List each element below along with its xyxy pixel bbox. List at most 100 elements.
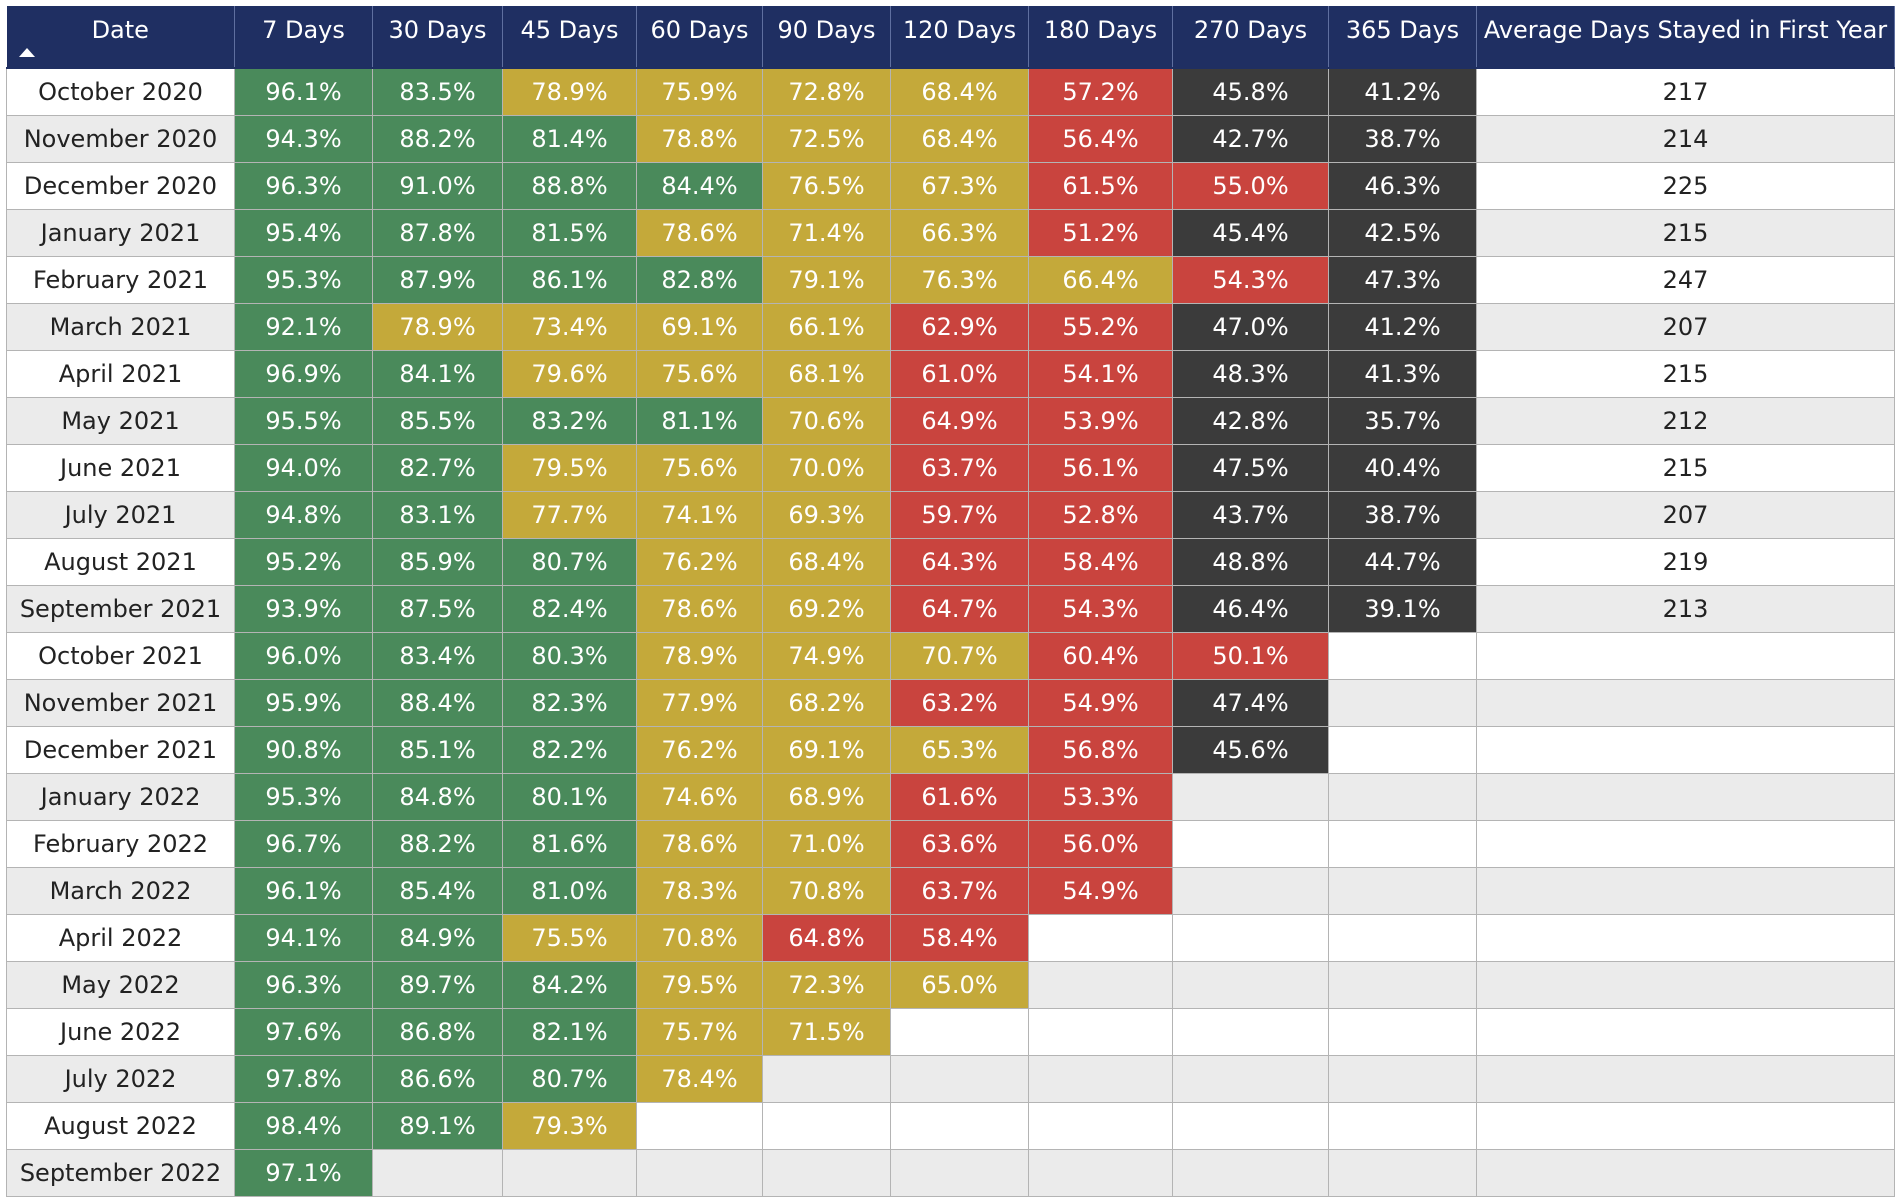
retention-cell: 82.8% [636, 255, 763, 304]
average-days-cell: 225 [1476, 161, 1895, 210]
retention-cell: 95.5% [234, 396, 373, 445]
date-cell: April 2021 [6, 349, 235, 398]
retention-cell: 96.3% [234, 960, 373, 1009]
retention-cell: 79.5% [502, 443, 637, 492]
table-row: November 2020 94.3% 88.2% 81.4% 78.8% 72.5% 68… [6, 114, 1895, 163]
retention-cell: 53.9% [1028, 396, 1173, 445]
retention-cell: 76.2% [636, 725, 763, 774]
table-row: June 2021 94.0% 82.7% 79.5% 75.6% 70.0% 63.7% 5… [6, 443, 1895, 492]
retention-cell [890, 1148, 1029, 1197]
date-cell: November 2020 [6, 114, 235, 163]
retention-cell: 55.0% [1172, 161, 1329, 210]
retention-cell: 77.9% [636, 678, 763, 727]
retention-cell [372, 1148, 503, 1197]
retention-cell: 78.6% [636, 208, 763, 257]
column-header-270-days[interactable]: 270 Days [1172, 6, 1329, 69]
retention-cell [1172, 1007, 1329, 1056]
retention-cell: 74.1% [636, 490, 763, 539]
retention-cell: 54.1% [1028, 349, 1173, 398]
retention-cell: 75.5% [502, 913, 637, 962]
column-header-date[interactable]: Date [6, 6, 235, 69]
table-row: April 2022 94.1% 84.9% 75.5% 70.8% 64.8% 58.4% [6, 913, 1895, 962]
retention-cell: 97.1% [234, 1148, 373, 1197]
retention-cell: 35.7% [1328, 396, 1477, 445]
column-header-7-days[interactable]: 7 Days [234, 6, 373, 69]
retention-cell: 50.1% [1172, 631, 1329, 680]
column-header-45-days[interactable]: 45 Days [502, 6, 637, 69]
retention-cell: 42.5% [1328, 208, 1477, 257]
retention-cell [1328, 819, 1477, 868]
retention-cell: 70.6% [762, 396, 891, 445]
retention-cell: 79.1% [762, 255, 891, 304]
retention-cell: 67.3% [890, 161, 1029, 210]
retention-cell: 40.4% [1328, 443, 1477, 492]
retention-cell: 55.2% [1028, 302, 1173, 351]
column-header-180-days[interactable]: 180 Days [1028, 6, 1173, 69]
table-row: July 2021 94.8% 83.1% 77.7% 74.1% 69.3% 59.7% 5… [6, 490, 1895, 539]
retention-cell: 45.8% [1172, 67, 1329, 116]
sort-ascending-icon[interactable] [18, 48, 35, 57]
average-days-cell [1476, 866, 1895, 915]
retention-cell: 70.0% [762, 443, 891, 492]
retention-cell: 63.2% [890, 678, 1029, 727]
average-days-cell [1476, 913, 1895, 962]
retention-cell [1172, 1148, 1329, 1197]
retention-cell: 41.2% [1328, 302, 1477, 351]
retention-cell: 63.6% [890, 819, 1029, 868]
retention-cell: 86.6% [372, 1054, 503, 1103]
column-header-120-days[interactable]: 120 Days [890, 6, 1029, 69]
retention-cell [1328, 1054, 1477, 1103]
retention-cell: 79.3% [502, 1101, 637, 1150]
average-days-cell [1476, 1148, 1895, 1197]
retention-cell: 86.1% [502, 255, 637, 304]
retention-cell: 83.4% [372, 631, 503, 680]
date-cell: March 2022 [6, 866, 235, 915]
retention-cell: 61.5% [1028, 161, 1173, 210]
retention-cell: 44.7% [1328, 537, 1477, 586]
retention-cell: 42.7% [1172, 114, 1329, 163]
column-header-30-days[interactable]: 30 Days [372, 6, 503, 69]
column-header-90-days[interactable]: 90 Days [762, 6, 891, 69]
retention-cell: 45.6% [1172, 725, 1329, 774]
retention-cell: 77.7% [502, 490, 637, 539]
average-days-cell: 247 [1476, 255, 1895, 304]
retention-cell: 38.7% [1328, 490, 1477, 539]
retention-cell: 79.6% [502, 349, 637, 398]
retention-cell: 97.6% [234, 1007, 373, 1056]
date-cell: February 2022 [6, 819, 235, 868]
retention-cell: 76.2% [636, 537, 763, 586]
retention-cell: 80.7% [502, 1054, 637, 1103]
column-header-365-days[interactable]: 365 Days [1328, 6, 1477, 69]
retention-cell: 78.6% [636, 584, 763, 633]
retention-cell [1172, 866, 1329, 915]
retention-cell: 84.1% [372, 349, 503, 398]
retention-cell: 61.0% [890, 349, 1029, 398]
retention-cell: 82.4% [502, 584, 637, 633]
date-cell: November 2021 [6, 678, 235, 727]
column-header-average-days-stayed-in-first-year[interactable]: Average Days Stayed in First Year [1476, 6, 1895, 69]
retention-cell: 42.8% [1172, 396, 1329, 445]
retention-cell: 78.9% [372, 302, 503, 351]
retention-cell: 81.1% [636, 396, 763, 445]
retention-cell [762, 1101, 891, 1150]
retention-cell: 87.8% [372, 208, 503, 257]
retention-cell: 62.9% [890, 302, 1029, 351]
retention-cell: 78.3% [636, 866, 763, 915]
retention-cell: 65.3% [890, 725, 1029, 774]
retention-cell: 78.6% [636, 819, 763, 868]
average-days-cell [1476, 819, 1895, 868]
retention-cell: 78.9% [636, 631, 763, 680]
retention-cell: 46.3% [1328, 161, 1477, 210]
table-row: September 2021 93.9% 87.5% 82.4% 78.6% 69.2% 6… [6, 584, 1895, 633]
retention-cell: 56.8% [1028, 725, 1173, 774]
average-days-cell: 219 [1476, 537, 1895, 586]
retention-cell: 80.3% [502, 631, 637, 680]
retention-cell: 94.1% [234, 913, 373, 962]
date-cell: May 2022 [6, 960, 235, 1009]
average-days-cell: 212 [1476, 396, 1895, 445]
retention-cell: 58.4% [1028, 537, 1173, 586]
retention-cell: 80.1% [502, 772, 637, 821]
retention-cell: 68.4% [890, 114, 1029, 163]
table-row: April 2021 96.9% 84.1% 79.6% 75.6% 68.1% 61.0%… [6, 349, 1895, 398]
column-header-60-days[interactable]: 60 Days [636, 6, 763, 69]
